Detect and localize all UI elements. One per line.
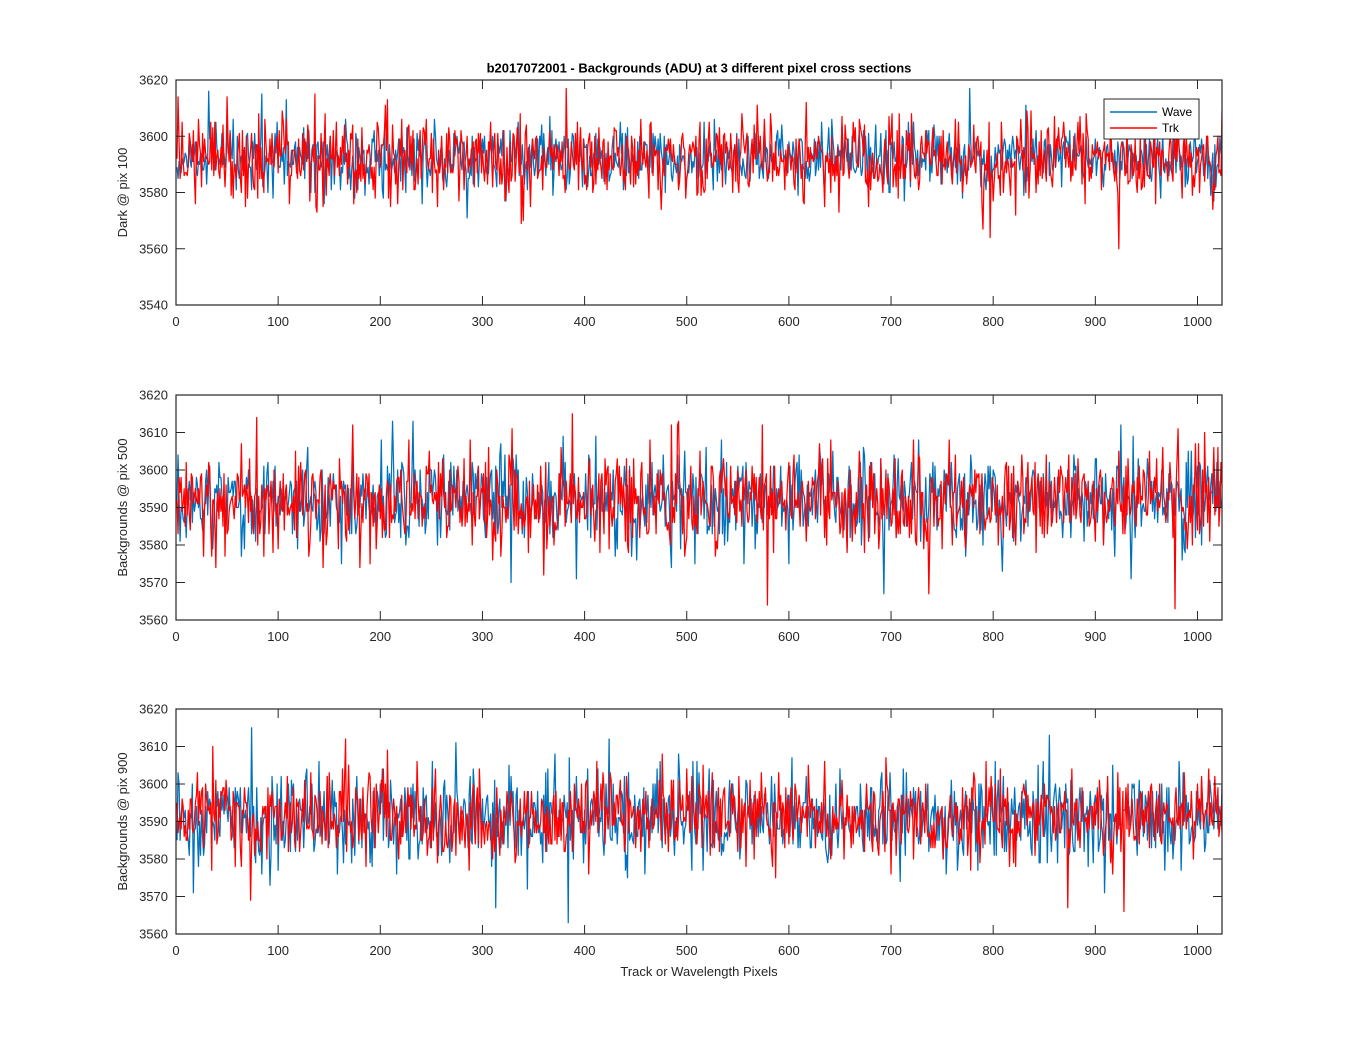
legend-box (1103, 98, 1200, 140)
y-tick-label: 3600 (139, 777, 168, 792)
x-tick-label: 300 (472, 314, 494, 329)
x-tick-label: 800 (982, 943, 1004, 958)
x-tick-label: 600 (778, 314, 800, 329)
x-tick-label: 600 (778, 629, 800, 644)
y-tick-label: 3590 (139, 500, 168, 515)
y-tick-label: 3610 (139, 739, 168, 754)
y-tick-label: 3620 (139, 388, 168, 403)
x-tick-label: 0 (172, 629, 179, 644)
y-tick-label: 3560 (139, 613, 168, 628)
series-line-wave (176, 87, 1222, 219)
x-tick-label: 900 (1084, 314, 1106, 329)
x-tick-label: 1000 (1183, 943, 1212, 958)
subplot-backgrounds-pix-900: 0 100 200 300 400 500 600 700 800 900 1000 3560 3570… (115, 702, 1223, 958)
y-tick-label: 3580 (139, 852, 168, 867)
series-line-trk (176, 87, 1222, 250)
y-tick-label: 3560 (139, 241, 168, 256)
x-tick-label: 0 (172, 314, 179, 329)
y-tick-label: 3590 (139, 814, 168, 829)
x-tick-label: 800 (982, 314, 1004, 329)
y-tick-label: 3600 (139, 129, 168, 144)
y-tick-label: 3570 (139, 889, 168, 904)
x-axis-label: Track or Wavelength Pixels (620, 964, 778, 979)
y-axis-label: Dark @ pix 100 (115, 148, 130, 238)
x-tick-label: 300 (472, 629, 494, 644)
y-tick-label: 3580 (139, 538, 168, 553)
x-tick-label: 900 (1084, 629, 1106, 644)
x-tick-label: 1000 (1183, 629, 1212, 644)
x-tick-label: 400 (574, 943, 596, 958)
y-tick-label: 3600 (139, 463, 168, 478)
y-tick-label: 3610 (139, 425, 168, 440)
x-tick-label: 400 (574, 314, 596, 329)
x-tick-label: 1000 (1183, 314, 1212, 329)
x-tick-label: 100 (267, 943, 289, 958)
chart-title: b2017072001 - Backgrounds (ADU) at 3 dif… (487, 61, 912, 76)
x-tick-label: 0 (172, 943, 179, 958)
series-line-trk (176, 413, 1222, 610)
x-tick-label: 900 (1084, 943, 1106, 958)
x-tick-label: 200 (369, 314, 391, 329)
y-tick-label: 3560 (139, 927, 168, 942)
x-tick-label: 500 (676, 943, 698, 958)
x-tick-label: 400 (574, 629, 596, 644)
series-group (176, 413, 1222, 610)
x-tick-label: 200 (369, 943, 391, 958)
y-axis-label: Backgrounds @ pix 900 (115, 752, 130, 890)
x-tick-label: 100 (267, 629, 289, 644)
subplot-backgrounds-pix-500: 0 100 200 300 400 500 600 700 800 900 1000 3560 3570… (115, 388, 1223, 644)
plot-area (176, 80, 1222, 305)
x-tick-label: 500 (676, 314, 698, 329)
x-tick-label: 100 (267, 314, 289, 329)
y-tick-label: 3540 (139, 298, 168, 313)
y-tick-label: 3620 (139, 73, 168, 88)
x-tick-label: 500 (676, 629, 698, 644)
y-tick-label: 3570 (139, 575, 168, 590)
subplot-dark-pix-100: 0 100 200 300 400 500 600 700 800 900 1000 3540 3560… (115, 73, 1223, 329)
legend: Wave Trk (1103, 98, 1200, 140)
x-tick-label: 200 (369, 629, 391, 644)
y-tick-label: 3580 (139, 185, 168, 200)
legend-label-trk: Trk (1162, 121, 1180, 135)
y-axis-label: Backgrounds @ pix 500 (115, 438, 130, 576)
y-tick-label: 3620 (139, 702, 168, 717)
legend-label-wave: Wave (1162, 105, 1193, 119)
x-tick-label: 600 (778, 943, 800, 958)
x-tick-label: 300 (472, 943, 494, 958)
x-tick-label: 800 (982, 629, 1004, 644)
series-group (176, 727, 1222, 924)
series-group (176, 87, 1222, 250)
x-tick-label: 700 (880, 314, 902, 329)
x-tick-label: 700 (880, 943, 902, 958)
x-tick-label: 700 (880, 629, 902, 644)
series-line-trk (176, 738, 1222, 913)
